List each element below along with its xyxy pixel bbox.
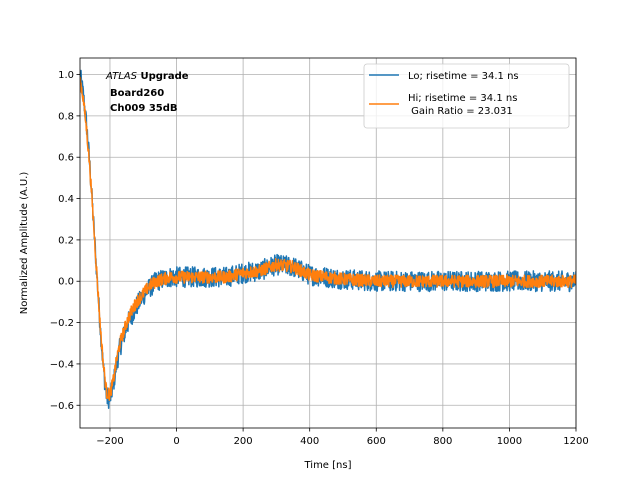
y-tick-label: −0.4 (50, 359, 74, 370)
y-tick-label: 1.0 (58, 70, 74, 81)
waveform-hi-line (80, 76, 576, 401)
annotation-atlas: ATLAS (105, 71, 138, 82)
annotation-line2: Board260 (110, 88, 164, 99)
y-tick-label: −0.6 (50, 401, 74, 412)
y-tick-label: 0.2 (58, 235, 74, 246)
y-tick-label: 0.4 (58, 194, 74, 205)
series-layer (80, 69, 576, 410)
x-tick-label: 800 (433, 436, 452, 447)
x-tick-label: −200 (96, 436, 123, 447)
x-tick-label: 600 (367, 436, 386, 447)
axes-frame (79, 57, 577, 429)
y-tick-label: −0.2 (50, 318, 74, 329)
y-tick-label: 0.0 (58, 277, 74, 288)
legend-label-hi-line: Hi; risetime = 34.1 ns (408, 93, 517, 104)
x-axis: −200 0 200 400 600 800 1000 1200 (96, 428, 589, 447)
legend: Lo; risetime = 34.1 ns Hi; risetime = 34… (363, 63, 570, 129)
x-tick-label: 1000 (497, 436, 522, 447)
y-tick-label: 0.8 (58, 111, 74, 122)
legend-label-hi-line: Gain Ratio = 23.031 (408, 106, 513, 117)
atlas-annotation: ATLAS Upgrade Board260 Ch009 35dB (105, 71, 189, 114)
x-tick-label: 1200 (563, 436, 588, 447)
legend-box (363, 63, 570, 129)
legend-label-lo: Lo; risetime = 34.1 ns (408, 71, 519, 82)
y-axis: −0.6 −0.4 −0.2 0.0 0.2 0.4 0.6 0.8 1.0 (50, 70, 80, 412)
y-axis-label: Normalized Amplitude (A.U.) (19, 172, 30, 315)
x-tick-label: 400 (300, 436, 319, 447)
x-axis-label: Time [ns] (303, 460, 351, 471)
annotation-upgrade: Upgrade (137, 71, 189, 82)
x-tick-label: 200 (234, 436, 253, 447)
annotation-line3: Ch009 35dB (110, 103, 178, 114)
legend-label-hi: Hi; risetime = 34.1 ns Gain Ratio = 23.0… (408, 93, 517, 117)
x-tick-label: 0 (173, 436, 179, 447)
y-tick-label: 0.6 (58, 153, 74, 164)
annotation-line1: ATLAS Upgrade (105, 71, 189, 82)
